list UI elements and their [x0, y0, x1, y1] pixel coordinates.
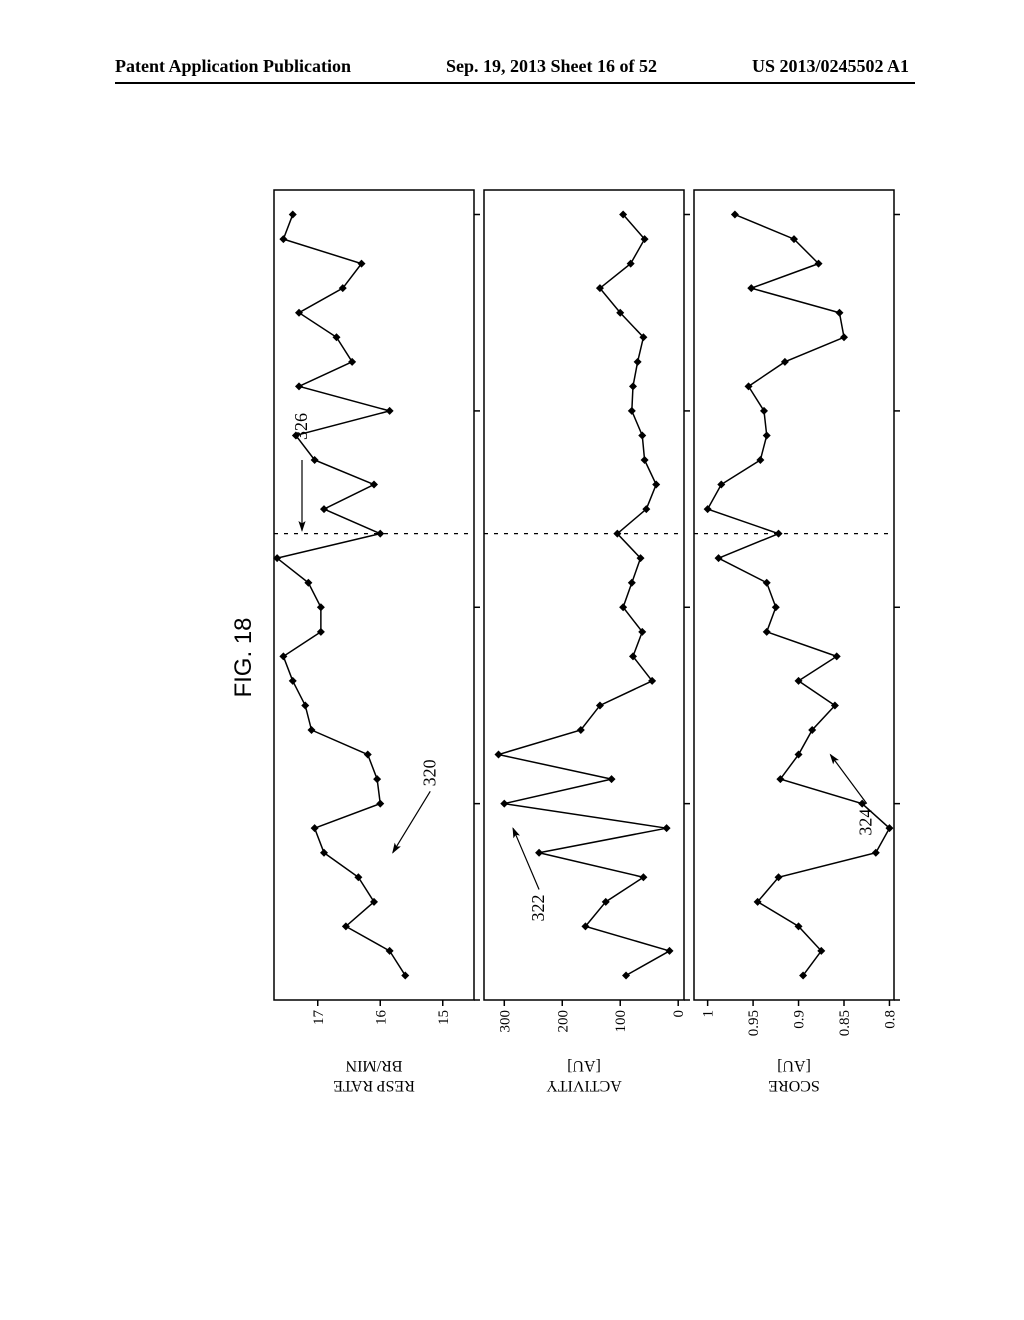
multi-panel-chart: 15 16 17 RESP RATE BR/MIN 320 326 0 100 200 300 ACT… — [266, 170, 906, 1145]
svg-text:16: 16 — [373, 1010, 389, 1026]
svg-text:326: 326 — [291, 413, 311, 440]
svg-text:[AU]: [AU] — [567, 1057, 601, 1074]
svg-text:17: 17 — [311, 1010, 327, 1026]
svg-text:BR/MIN: BR/MIN — [345, 1057, 402, 1074]
svg-text:[AU]: [AU] — [777, 1057, 811, 1074]
header-right: US 2013/0245502 A1 — [752, 56, 909, 77]
svg-text:RESP RATE: RESP RATE — [333, 1077, 415, 1094]
svg-text:0: 0 — [671, 1010, 687, 1018]
svg-text:100: 100 — [613, 1010, 629, 1033]
svg-text:0.95: 0.95 — [746, 1010, 762, 1036]
page-header: Patent Application Publication Sep. 19, … — [0, 56, 1024, 77]
svg-text:0.9: 0.9 — [792, 1010, 808, 1029]
svg-text:ACTIVITY: ACTIVITY — [546, 1077, 622, 1094]
svg-text:324: 324 — [856, 809, 876, 836]
header-rule — [115, 82, 915, 84]
svg-text:1: 1 — [701, 1010, 717, 1018]
header-center: Sep. 19, 2013 Sheet 16 of 52 — [446, 56, 657, 77]
svg-text:0.8: 0.8 — [882, 1010, 898, 1029]
svg-text:300: 300 — [497, 1010, 513, 1033]
svg-text:SCORE: SCORE — [768, 1077, 820, 1094]
figure-title: FIG. 18 — [230, 170, 258, 1145]
svg-text:200: 200 — [555, 1010, 571, 1033]
figure-18: FIG. 18 15 16 17 RESP RATE BR/MIN 320 326 0 100 2… — [230, 170, 910, 1145]
svg-text:0.85: 0.85 — [837, 1010, 853, 1036]
svg-text:322: 322 — [528, 895, 548, 922]
svg-text:320: 320 — [419, 759, 439, 786]
svg-text:15: 15 — [436, 1010, 452, 1025]
header-left: Patent Application Publication — [115, 56, 351, 77]
